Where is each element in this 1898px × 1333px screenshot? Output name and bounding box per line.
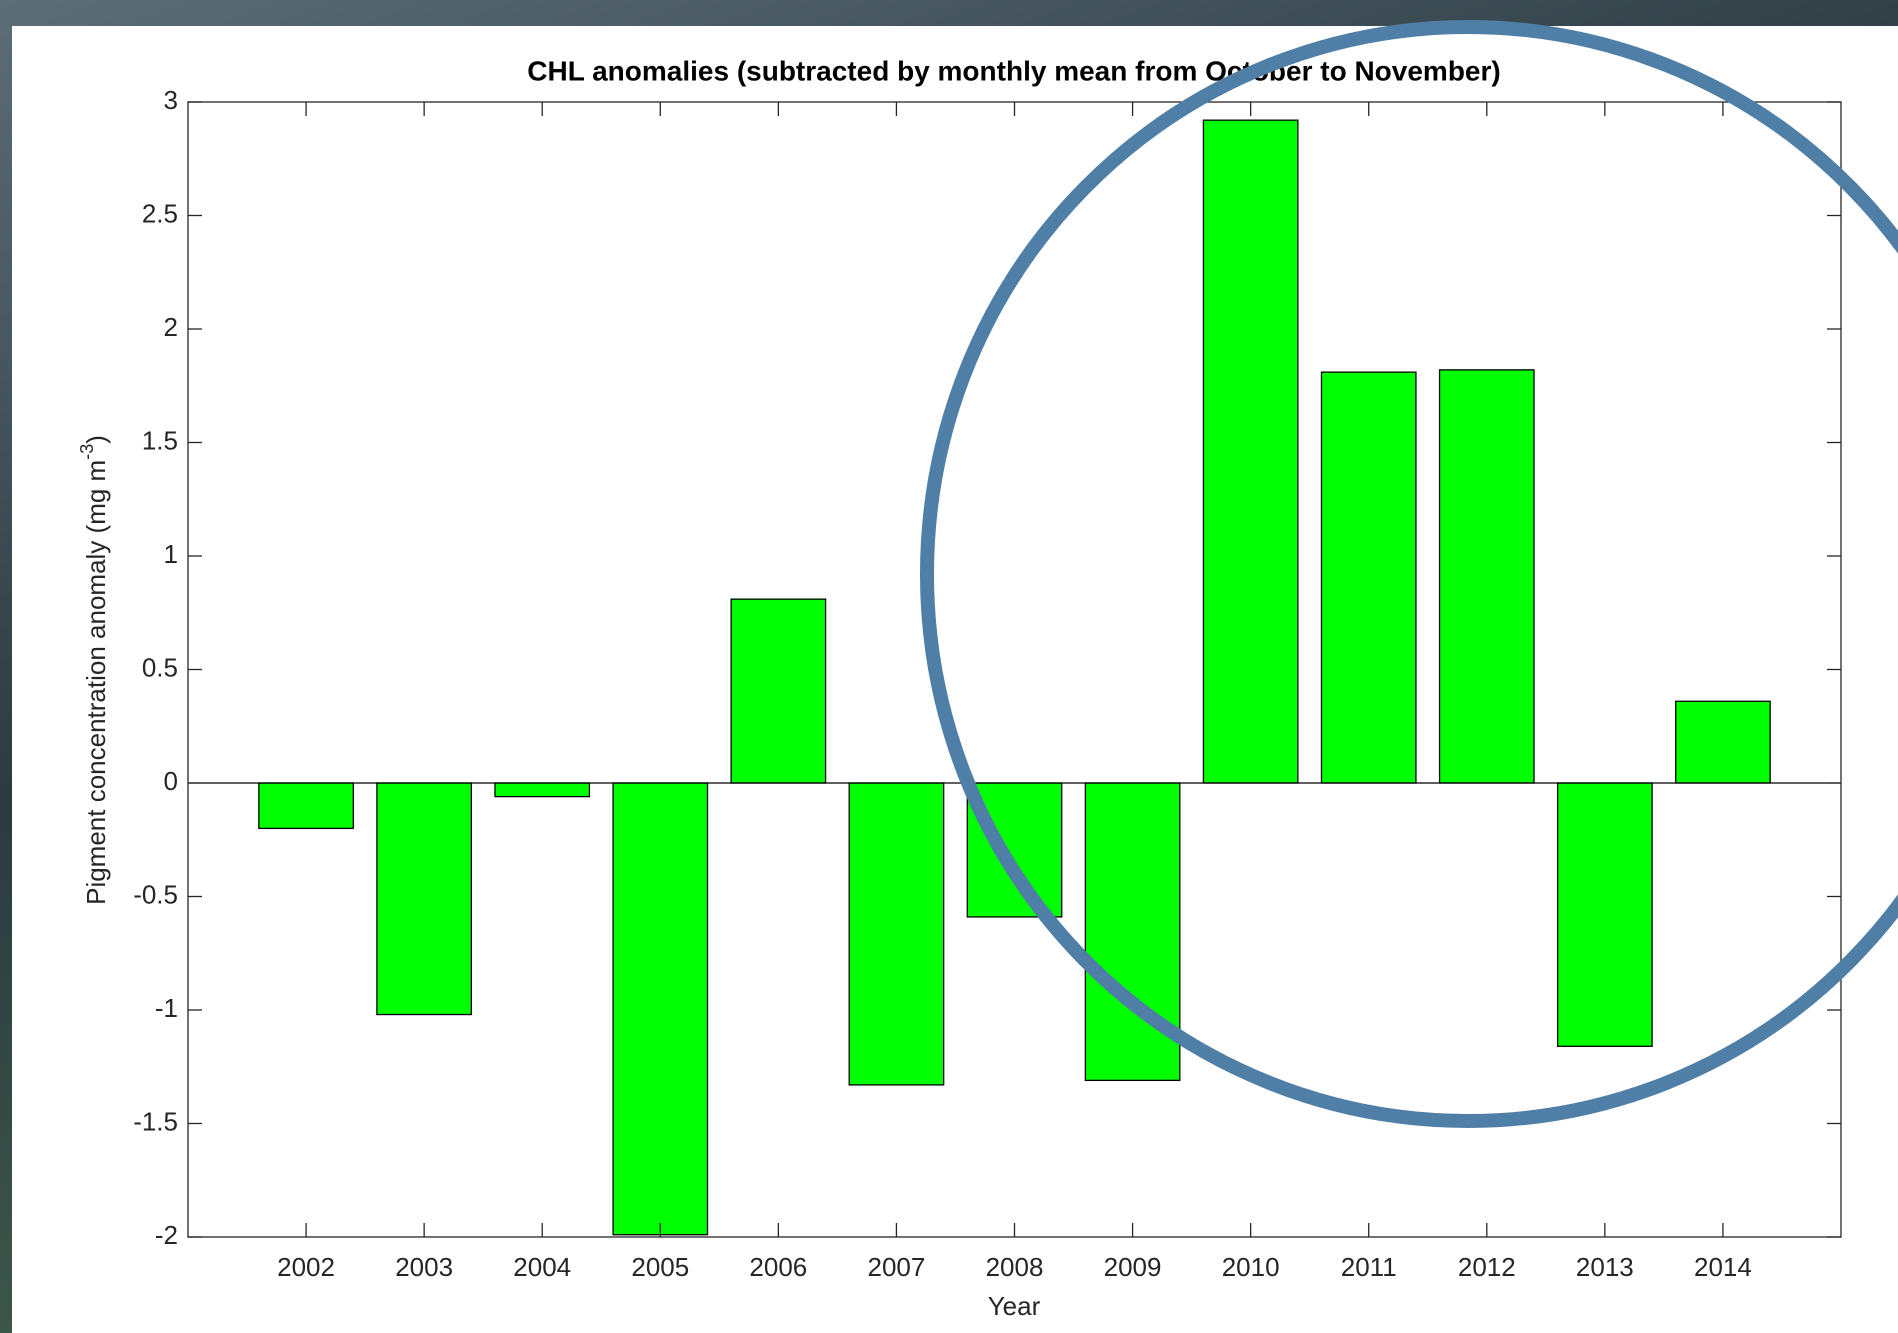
y-tick-label: 0 [164, 766, 178, 796]
bar [612, 782, 709, 1236]
y-axis-label: Pigment concentration anomaly (mg m-3) [77, 435, 111, 905]
chart-title: CHL anomalies (subtracted by monthly mea… [527, 55, 1500, 86]
y-tick-label: -0.5 [133, 879, 178, 909]
y-tick-label: 0.5 [142, 652, 178, 682]
x-tick-label: 2005 [631, 1252, 689, 1282]
bar [730, 598, 827, 784]
x-tick-label: 2009 [1104, 1252, 1162, 1282]
x-tick-label: 2008 [986, 1252, 1044, 1282]
bar [1320, 371, 1417, 784]
y-axis-label-sup: -3 [77, 444, 97, 460]
x-tick-label: 2010 [1222, 1252, 1280, 1282]
y-tick-label: -1.5 [133, 1106, 178, 1136]
x-tick-label: 2011 [1341, 1252, 1397, 1282]
bar [494, 782, 591, 798]
x-tick-label: 2014 [1694, 1252, 1752, 1282]
y-tick-label: 1 [164, 539, 178, 569]
y-tick-label: 2 [164, 312, 178, 342]
y-axis-label-text: Pigment concentration anomaly (mg m [81, 460, 111, 905]
bar [258, 782, 354, 830]
x-tick-label: 2004 [513, 1252, 571, 1282]
y-tick-label: 1.5 [142, 425, 178, 455]
x-tick-label: 2012 [1458, 1252, 1516, 1282]
x-tick-label: 2007 [868, 1252, 926, 1282]
y-tick-label: 2.5 [142, 198, 178, 228]
x-axis-label: Year [988, 1291, 1041, 1321]
y-tick-label: 3 [164, 85, 178, 115]
plot [188, 119, 1841, 1236]
bar [1438, 369, 1535, 784]
y-tick-label: -1 [155, 993, 178, 1023]
y-axis-label-end: ) [81, 435, 111, 444]
x-tick-label: 2003 [395, 1252, 453, 1282]
bar [848, 782, 945, 1086]
bar [376, 782, 473, 1016]
x-tick-label: 2002 [277, 1252, 335, 1282]
y-tick-label: -2 [155, 1220, 178, 1250]
bar [1202, 119, 1299, 784]
highlight-circle [920, 20, 1898, 1128]
x-tick-label: 2006 [749, 1252, 807, 1282]
x-tick-label: 2013 [1576, 1252, 1634, 1282]
bar [1556, 782, 1653, 1047]
bar [1675, 700, 1771, 784]
